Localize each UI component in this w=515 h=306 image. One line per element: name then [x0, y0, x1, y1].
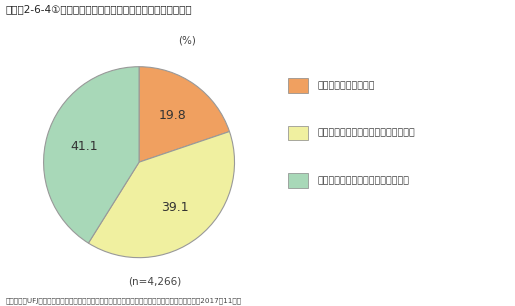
Text: 引き継いだことがなく、関心もない: 引き継いだことがなく、関心もない	[317, 176, 409, 185]
Wedge shape	[44, 67, 139, 243]
Text: 39.1: 39.1	[161, 201, 188, 214]
Text: 引き継いだことはないが、関心がある: 引き継いだことはないが、関心がある	[317, 129, 415, 138]
Text: 資料：三菱UFJリサーチ＆コンサルティング（株）「成長に向けた企業間連携等に関する調査」（2017年11月）: 資料：三菱UFJリサーチ＆コンサルティング（株）「成長に向けた企業間連携等に関す…	[5, 297, 241, 304]
Text: 41.1: 41.1	[70, 140, 98, 153]
Text: 引き継いだことがある: 引き継いだことがある	[317, 81, 375, 90]
Text: (%): (%)	[178, 35, 196, 45]
Wedge shape	[89, 132, 234, 258]
Text: 19.8: 19.8	[159, 109, 186, 122]
Wedge shape	[139, 67, 230, 162]
Text: コラム2-6-4①図　廃業企業等からの経営資源の引継ぎの有無: コラム2-6-4①図 廃業企業等からの経営資源の引継ぎの有無	[5, 5, 192, 15]
Text: (n=4,266): (n=4,266)	[128, 277, 181, 287]
